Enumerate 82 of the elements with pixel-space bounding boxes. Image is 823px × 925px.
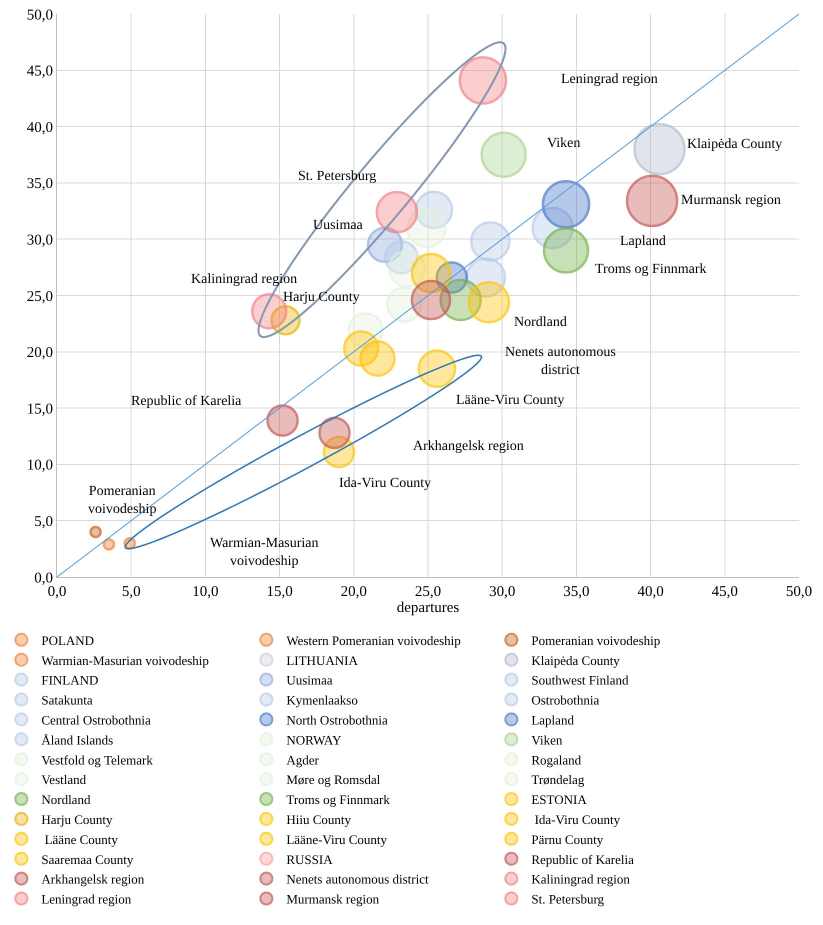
legend-label: Agder [286,752,320,768]
annotation: Lapland [620,234,666,249]
annotation: Harju County [283,290,360,305]
legend-label: Trøndelag [531,772,585,788]
legend-label: Vestfold og Telemark [41,752,154,768]
legend-label: Kaliningrad region [531,872,630,887]
legend-label: Murmansk region [286,892,380,907]
annotation: Murmansk region [681,193,781,208]
annotation: Viken [547,136,580,151]
legend-label: Lapland [531,712,574,728]
annotation: Troms og Finnmark [595,262,707,277]
x-tick-label: 35,0 [563,584,590,600]
legend-label: Leningrad region [41,892,132,907]
legend-label: NORWAY [286,732,342,748]
legend-label: Nenets autonomous district [286,872,429,887]
x-tick-label: 0,0 [48,584,66,600]
x-tick-label: 50,0 [786,584,812,600]
annotation: St. Petersburg [298,169,376,184]
legend-label: Lääne-Viru County [286,832,388,847]
annotation: Warmian-Masurian voivodeship [210,536,318,570]
legend-label: Nordland [41,792,91,808]
legend-label: Troms og Finnmark [286,792,390,808]
legend-label: Republic of Karelia [531,852,634,867]
annotation: Klaipėda County [687,137,782,152]
legend-label: Vestland [41,772,87,788]
legend-label: Central Ostrobothnia [41,712,151,728]
legend-label: Viken [531,732,563,748]
x-tick-label: 15,0 [266,584,293,600]
legend-label: RUSSIA [286,852,334,867]
legend-label: Southwest Finland [531,672,629,688]
legend-label: POLAND [41,632,94,648]
x-tick-label: 20,0 [340,584,367,600]
legend-label: Arkhangelsk region [41,872,145,887]
y-tick-label: 30,0 [26,232,53,248]
legend-label: ESTONIA [531,792,588,808]
y-tick-label: 40,0 [26,120,53,136]
x-tick-label: 40,0 [637,584,664,600]
annotation: Nordland [514,315,567,330]
y-tick-label: 20,0 [26,345,53,362]
legend-label: Western Pomeranian voivodeship [286,632,461,648]
y-tick-label: 45,0 [26,64,53,80]
legend-label: Møre og Romsdal [286,772,381,788]
legend-label: Åland Islands [41,732,114,748]
legend-label: St. Petersburg [531,892,605,907]
y-tick-label: 35,0 [26,176,53,192]
legend-label: North Ostrobothnia [286,712,388,728]
legend-label: Klaipėda County [531,652,620,668]
legend-label: Satakunta [41,692,93,708]
legend-label: Uusimaa [286,672,333,688]
annotation: Republic of Karelia [131,394,242,409]
y-tick-label: 50,0 [26,7,53,24]
y-tick-label: 5,0 [34,514,53,530]
legend-label: FINLAND [41,672,98,688]
legend-label: Hiiu County [286,812,352,827]
annotation: Nenets autonomous district [505,345,616,378]
x-tick-label: 45,0 [712,584,738,600]
y-tick-label: 25,0 [26,288,53,305]
annotation: Kaliningrad region [191,272,298,287]
x-tick-label: 5,0 [122,584,141,600]
y-tick-label: 0,0 [34,570,53,586]
annotation: Leningrad region [561,72,658,87]
annotation: Arkhangelsk region [413,439,524,454]
x-tick-label: 25,0 [414,584,442,600]
x-axis-title: departures [396,600,460,616]
annotation: Uusimaa [313,218,364,233]
legend-label: Rogaland [531,752,582,768]
legend-label: LITHUANIA [286,652,358,668]
x-tick-label: 10,0 [192,584,219,600]
x-tick-label: 30,0 [489,584,516,600]
legend-label: Saaremaa County [41,852,134,867]
legend-label: Pärnu County [531,832,604,847]
legend-label: Ostrobothnia [531,692,600,708]
annotation: Lääne-Viru County [456,393,564,408]
legend-label: Lääne County [41,832,118,847]
annotation: Ida-Viru County [339,476,432,491]
legend-label: Harju County [41,812,113,827]
legend-label: Warmian-Masurian voivodeship [41,652,209,668]
legend-label: Kymenlaakso [286,692,358,708]
legend-label: Pomeranian voivodeship [531,632,660,648]
y-tick-label: 10,0 [26,458,53,474]
y-tick-label: 15,0 [26,401,53,418]
legend-label: Ida-Viru County [531,812,621,827]
